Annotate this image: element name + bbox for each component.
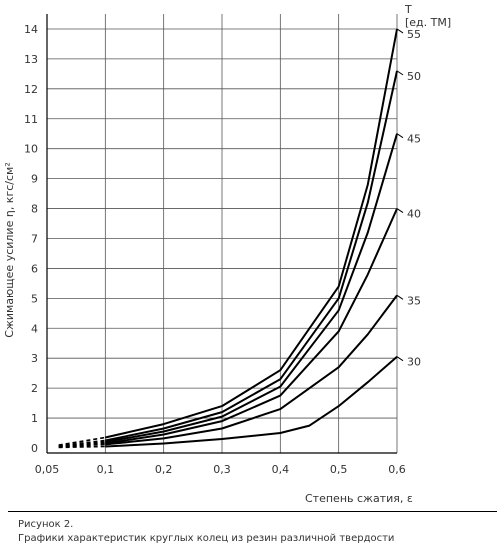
y-tick-label: 6: [31, 262, 38, 275]
x-tick-label: 0,3: [213, 463, 231, 476]
y-tick-label: 2: [31, 382, 38, 395]
legend-title: T: [404, 3, 412, 16]
y-tick-label: 1: [31, 412, 38, 425]
y-tick-label: 5: [31, 292, 38, 305]
series-leader-55: [396, 28, 404, 34]
x-tick-label: 0,05: [35, 463, 60, 476]
y-tick-label: 10: [24, 143, 38, 156]
figure-caption: Рисунок 2. Графики характеристик круглых…: [8, 511, 497, 546]
x-axis-label: Степень сжатия, ε: [305, 492, 413, 505]
x-tick-label: 0,5: [330, 463, 348, 476]
series-leader-35: [396, 294, 404, 300]
y-axis-label: Сжимающее усилие η, кгс/см²: [3, 162, 16, 337]
grid: [47, 14, 398, 453]
series-line-dashed-55: [58, 436, 106, 446]
series-label-55: 55: [407, 28, 421, 41]
series-label-30: 30: [407, 356, 421, 369]
series-leader-40: [396, 208, 404, 213]
x-tick-label: 0,1: [97, 463, 115, 476]
series-line-50: [105, 70, 398, 442]
series-line-dashed-35: [58, 443, 106, 448]
series-label-50: 50: [407, 70, 421, 83]
caption-figure-number: Рисунок 2.: [18, 519, 74, 530]
series-label-35: 35: [407, 294, 421, 307]
series-label-40: 40: [407, 208, 421, 221]
y-tick-label: 0: [31, 442, 38, 455]
series-lines: [58, 28, 398, 449]
y-tick-label: 7: [31, 232, 38, 245]
y-tick-label: 4: [31, 322, 38, 335]
series-labels: 55 50 45 40 35 30: [396, 28, 421, 369]
series-leader-30: [396, 356, 404, 362]
y-tick-label: 14: [24, 23, 38, 36]
series-line-30: [105, 355, 398, 448]
legend-unit: [ед. ТМ]: [405, 16, 451, 29]
x-tick-label: 0,6: [388, 463, 406, 476]
y-tick-label: 9: [31, 173, 38, 186]
x-tick-label: 0,2: [155, 463, 173, 476]
series-line-55: [105, 28, 398, 439]
axes: [46, 14, 397, 454]
y-tick-label: 8: [31, 203, 38, 216]
series-label-45: 45: [407, 133, 421, 146]
x-tick-labels: 0,05 0,1 0,2 0,3 0,4 0,5 0,6: [35, 463, 406, 476]
series-leader-45: [396, 133, 404, 139]
y-tick-label: 12: [24, 83, 38, 96]
y-tick-label: 13: [24, 53, 38, 66]
y-tick-label: 3: [31, 352, 38, 365]
series-line-35: [105, 294, 398, 446]
caption-title: Графики характеристик круглых колец из р…: [18, 533, 395, 544]
y-tick-label: 11: [24, 113, 38, 126]
x-tick-label: 0,4: [272, 463, 290, 476]
series-line-45: [105, 133, 398, 443]
series-leader-50: [396, 70, 404, 76]
series-line-40: [105, 208, 398, 445]
series-line-dashed-30: [58, 445, 106, 449]
